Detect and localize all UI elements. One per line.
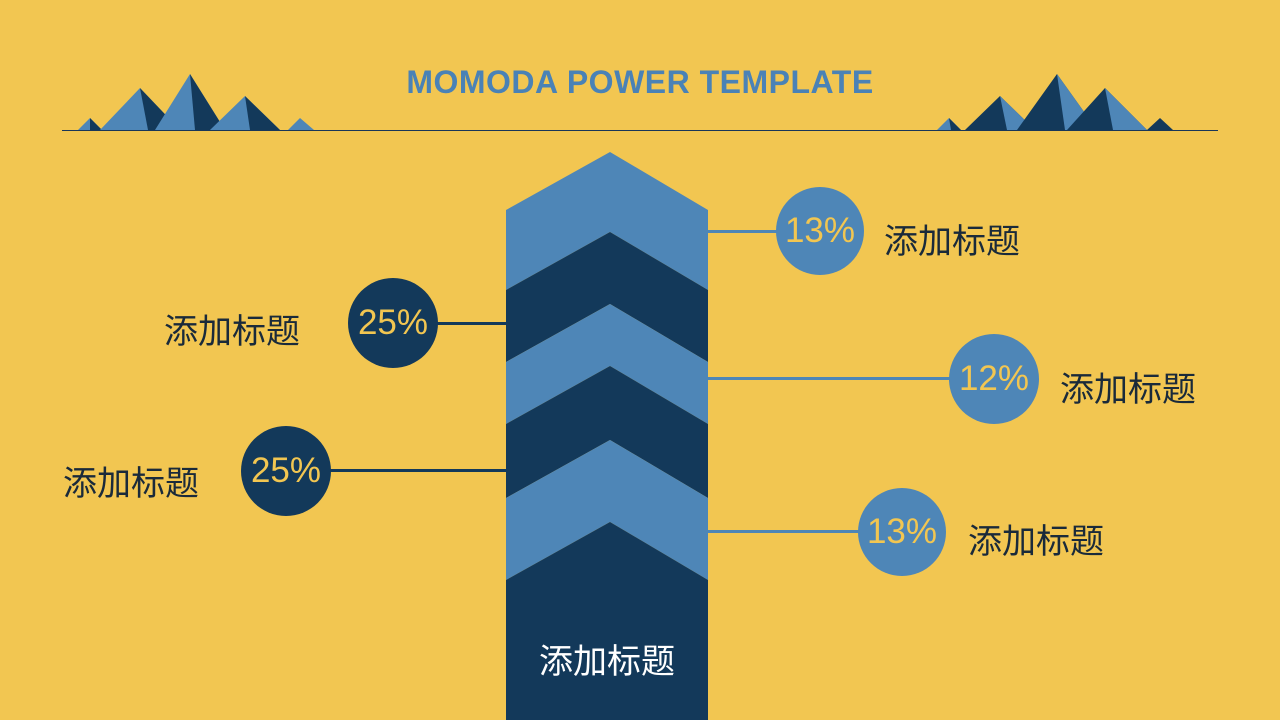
arrow-base-segment — [506, 522, 708, 720]
percent-badge: 25% — [241, 426, 331, 516]
arrow-segment-dark-2 — [506, 366, 708, 498]
item-title: 添加标题 — [1060, 370, 1196, 410]
item-title: 添加标题 — [63, 464, 199, 504]
left-mountains-icon — [78, 74, 314, 130]
percent-badge: 13% — [776, 187, 864, 275]
item-title: 添加标题 — [968, 522, 1104, 562]
item-title: 添加标题 — [884, 222, 1020, 262]
item-title: 添加标题 — [164, 312, 300, 352]
percent-badge: 12% — [949, 334, 1039, 424]
right-mountains-icon — [937, 74, 1173, 130]
center-label: 添加标题 — [539, 642, 675, 682]
connector-line — [708, 530, 860, 533]
arrow-tip-segment — [506, 152, 708, 290]
connector-line — [708, 377, 952, 380]
percent-badge: 25% — [348, 278, 438, 368]
connector-line — [436, 322, 506, 325]
header-divider — [62, 130, 1218, 131]
page-title: MOMODA POWER TEMPLATE — [406, 64, 874, 100]
connector-line — [708, 230, 778, 233]
arrow-segment-light-3 — [506, 440, 708, 580]
connector-line — [328, 469, 506, 472]
percent-badge: 13% — [858, 488, 946, 576]
arrow-segment-light-2 — [506, 304, 708, 424]
arrow-segment-dark-1 — [506, 232, 708, 362]
